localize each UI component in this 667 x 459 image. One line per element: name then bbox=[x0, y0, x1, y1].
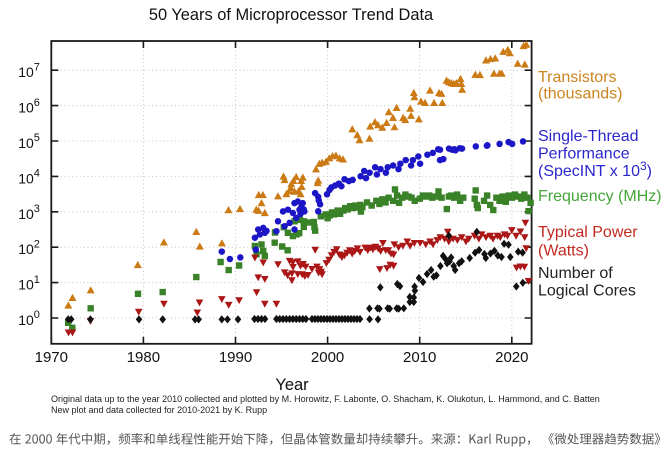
svg-text:10: 10 bbox=[18, 170, 34, 186]
svg-text:10: 10 bbox=[18, 241, 34, 257]
svg-text:Logical Cores: Logical Cores bbox=[538, 283, 636, 300]
svg-text:1970: 1970 bbox=[35, 349, 68, 366]
svg-text:Performance: Performance bbox=[538, 146, 630, 163]
svg-text:Frequency (MHz): Frequency (MHz) bbox=[538, 188, 662, 205]
svg-text:(SpecINT x 103): (SpecINT x 103) bbox=[538, 159, 652, 180]
svg-text:Year: Year bbox=[275, 376, 309, 394]
svg-text:Original data up to the year 2: Original data up to the year 2010 collec… bbox=[51, 394, 600, 404]
svg-text:5: 5 bbox=[34, 132, 40, 144]
svg-text:10: 10 bbox=[18, 206, 34, 222]
svg-text:3: 3 bbox=[34, 203, 40, 215]
svg-text:2010: 2010 bbox=[403, 349, 436, 366]
svg-text:Number of: Number of bbox=[538, 265, 613, 282]
svg-text:50 Years of Microprocessor Tre: 50 Years of Microprocessor Trend Data bbox=[149, 6, 434, 24]
svg-text:Typical Power: Typical Power bbox=[538, 224, 638, 241]
svg-text:(thousands): (thousands) bbox=[538, 86, 623, 103]
svg-text:New plot and data collected fo: New plot and data collected for 2010-202… bbox=[51, 405, 267, 415]
svg-text:2020: 2020 bbox=[495, 349, 528, 366]
svg-text:6: 6 bbox=[34, 97, 40, 109]
svg-text:(Watts): (Watts) bbox=[538, 243, 589, 260]
svg-text:7: 7 bbox=[34, 61, 40, 73]
svg-text:1990: 1990 bbox=[219, 349, 252, 366]
svg-text:1: 1 bbox=[34, 274, 40, 286]
svg-text:4: 4 bbox=[34, 168, 40, 180]
svg-text:Transistors: Transistors bbox=[538, 69, 617, 86]
svg-text:2000: 2000 bbox=[311, 349, 344, 366]
svg-text:1980: 1980 bbox=[127, 349, 160, 366]
svg-text:0: 0 bbox=[34, 309, 40, 321]
svg-text:2: 2 bbox=[34, 238, 40, 250]
svg-text:10: 10 bbox=[18, 135, 34, 151]
svg-text:10: 10 bbox=[18, 277, 34, 293]
svg-text:10: 10 bbox=[18, 312, 34, 328]
svg-text:Single-Thread: Single-Thread bbox=[538, 128, 639, 145]
svg-text:10: 10 bbox=[18, 100, 34, 116]
svg-text:10: 10 bbox=[18, 64, 34, 80]
